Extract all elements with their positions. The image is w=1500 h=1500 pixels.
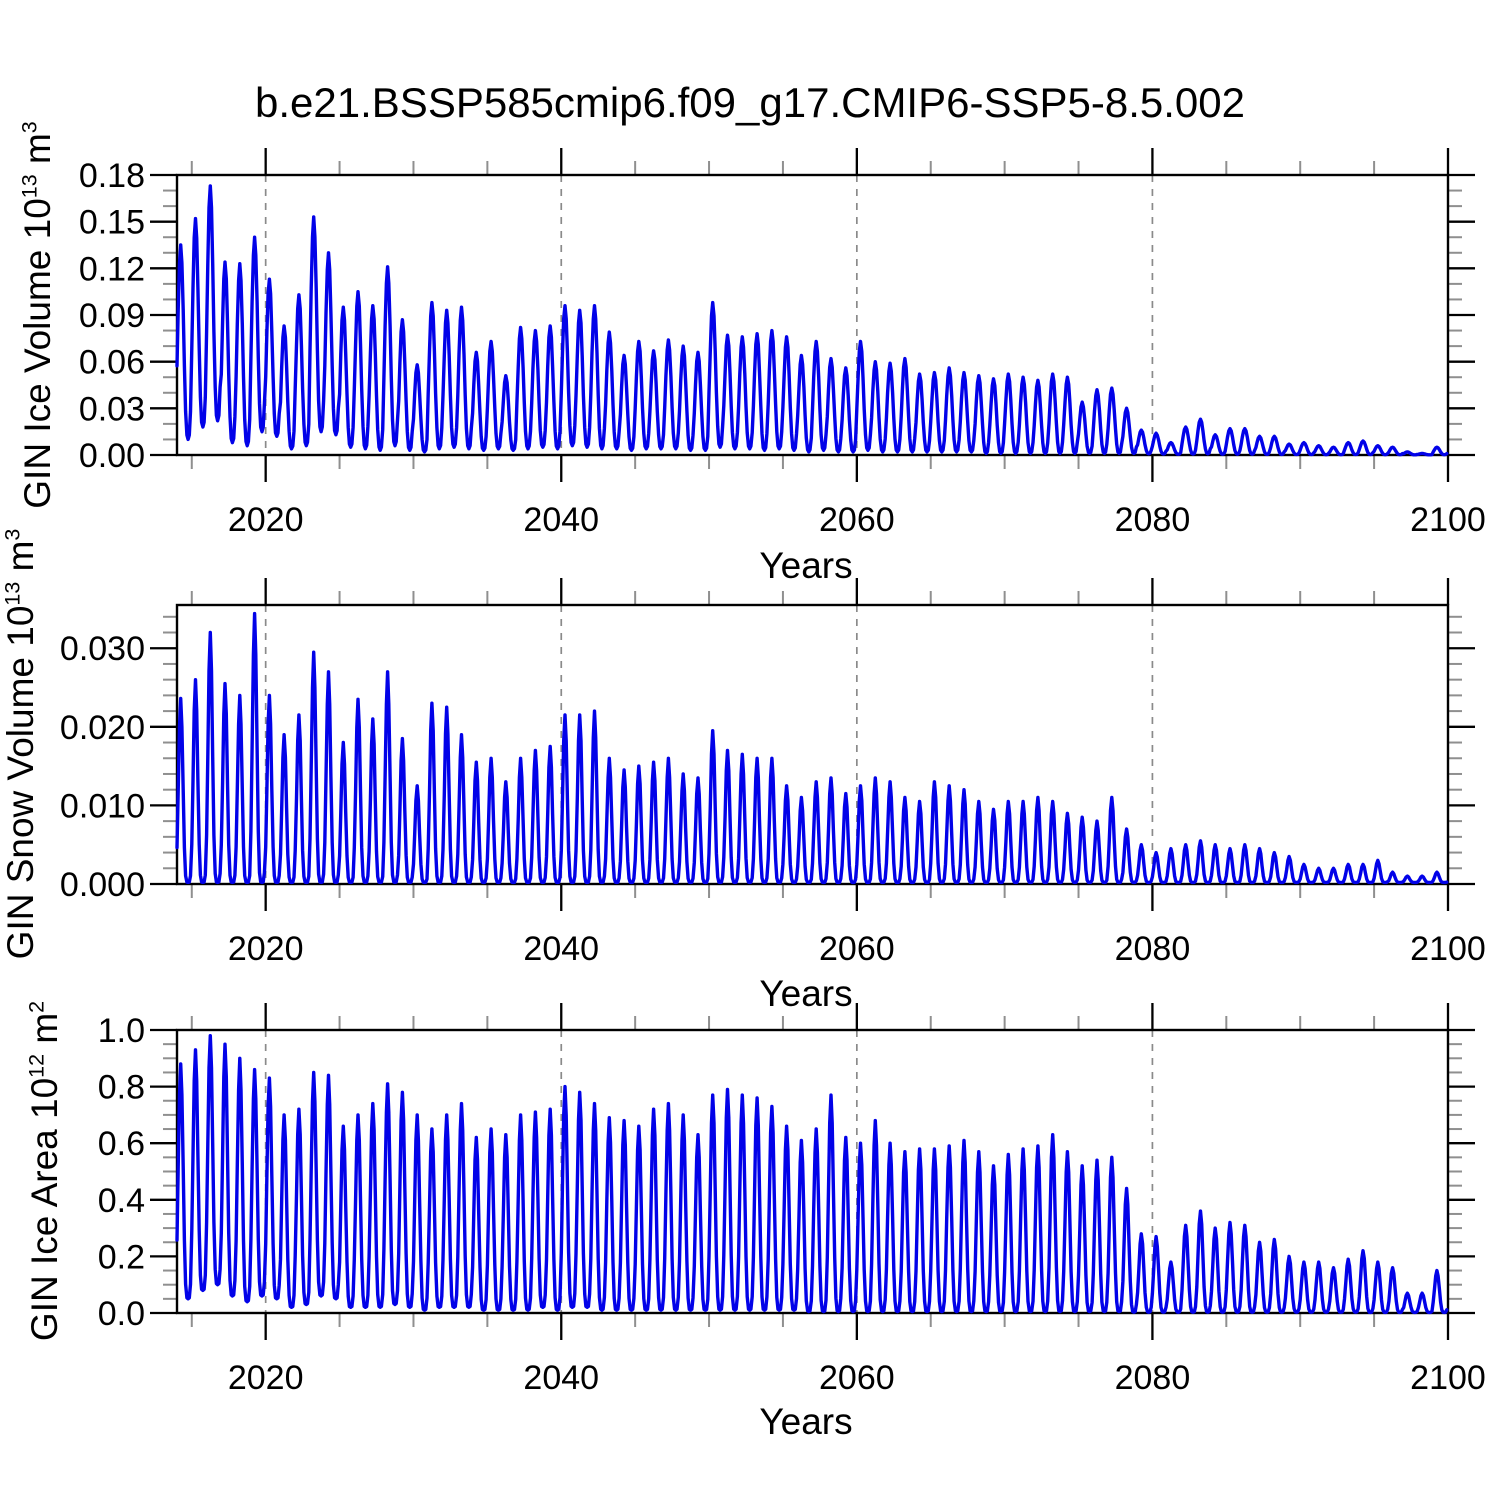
unit: m bbox=[0, 540, 41, 582]
x-tick-label: 2080 bbox=[1115, 930, 1191, 968]
y-tick-label: 0.2 bbox=[98, 1238, 145, 1276]
series-line-gin_snow_volume bbox=[175, 611, 1449, 885]
x-axis-label-panel1: Years bbox=[759, 545, 853, 586]
panel-frame bbox=[175, 603, 1450, 886]
unit-exponent: 3 bbox=[0, 528, 25, 541]
series-line-gin_ice_area bbox=[175, 1033, 1449, 1315]
y-tick-label: 0.8 bbox=[98, 1069, 145, 1107]
y-tick-label: 0.000 bbox=[60, 866, 145, 904]
x-tick-label: 2020 bbox=[228, 1359, 304, 1397]
y-tick-label: 1.0 bbox=[98, 1012, 145, 1050]
x-tick-label: 2060 bbox=[819, 1359, 895, 1397]
y-axis-label-text: GIN Snow Volume 10 bbox=[0, 605, 41, 960]
x-tick-label: 2100 bbox=[1410, 930, 1486, 968]
exponent: 13 bbox=[0, 581, 25, 606]
exponent: 12 bbox=[24, 1053, 49, 1078]
x-tick-label: 2020 bbox=[228, 501, 304, 539]
x-tick-label: 2040 bbox=[523, 501, 599, 539]
x-tick-label: 2020 bbox=[228, 930, 304, 968]
y-tick-label: 0.00 bbox=[79, 437, 145, 475]
series-line-gin_ice_volume bbox=[175, 184, 1449, 457]
x-axis-label-panel2: Years bbox=[759, 973, 853, 1014]
exponent: 13 bbox=[17, 174, 42, 199]
y-tick-label: 0.09 bbox=[79, 297, 145, 335]
chart-title: b.e21.BSSP585cmip6.f09_g17.CMIP6-SSP5-8.… bbox=[255, 79, 1245, 126]
x-axis-label-panel3: Years bbox=[759, 1401, 853, 1442]
x-tick-label: 2040 bbox=[523, 1359, 599, 1397]
y-tick-label: 0.06 bbox=[79, 344, 145, 382]
y-tick-label: 0.0 bbox=[98, 1295, 145, 1333]
y-axis-label-ice-area: GIN Ice Area 1012 m2 bbox=[24, 1001, 66, 1341]
y-tick-label: 0.6 bbox=[98, 1125, 145, 1163]
y-tick-label: 0.010 bbox=[60, 787, 145, 825]
y-tick-label: 0.020 bbox=[60, 709, 145, 747]
y-tick-label: 0.18 bbox=[79, 157, 145, 195]
unit-exponent: 3 bbox=[17, 121, 42, 134]
y-axis-label-text: GIN Ice Volume 10 bbox=[17, 198, 58, 509]
unit: m bbox=[24, 1012, 65, 1054]
x-tick-label: 2100 bbox=[1410, 501, 1486, 539]
x-tick-label: 2100 bbox=[1410, 1359, 1486, 1397]
y-tick-label: 0.15 bbox=[79, 204, 145, 242]
x-tick-label: 2060 bbox=[819, 501, 895, 539]
x-tick-label: 2080 bbox=[1115, 501, 1191, 539]
y-axis-label-text: GIN Ice Area 10 bbox=[24, 1077, 65, 1342]
y-axis-label-ice-volume: GIN Ice Volume 1013 m3 bbox=[17, 121, 59, 508]
y-tick-label: 0.12 bbox=[79, 250, 145, 288]
x-tick-label: 2080 bbox=[1115, 1359, 1191, 1397]
unit-exponent: 2 bbox=[24, 1000, 49, 1013]
y-axis-label-snow-volume: GIN Snow Volume 1013 m3 bbox=[0, 529, 42, 960]
unit: m bbox=[17, 133, 58, 175]
x-tick-label: 2060 bbox=[819, 930, 895, 968]
y-tick-label: 0.03 bbox=[79, 390, 145, 428]
y-tick-label: 0.030 bbox=[60, 630, 145, 668]
y-tick-label: 0.4 bbox=[98, 1182, 145, 1220]
x-tick-label: 2040 bbox=[523, 930, 599, 968]
